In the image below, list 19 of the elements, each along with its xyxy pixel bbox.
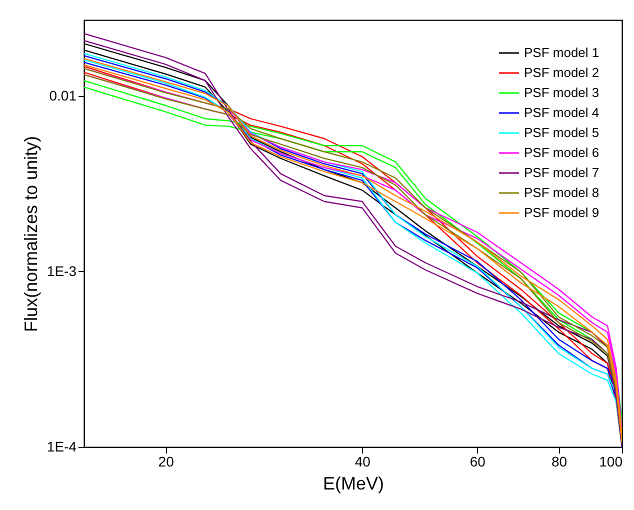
legend-label: PSF model 4 bbox=[524, 105, 600, 120]
legend-label: PSF model 5 bbox=[524, 125, 600, 140]
x-tick-label: 80 bbox=[551, 454, 568, 470]
legend-label: PSF model 7 bbox=[524, 165, 600, 180]
y-tick-label: 0.01 bbox=[49, 87, 77, 104]
x-tick-label: 20 bbox=[158, 454, 174, 470]
y-tick-label: 1E-4 bbox=[46, 438, 77, 454]
legend-label: PSF model 6 bbox=[524, 145, 600, 160]
legend-label: PSF model 3 bbox=[524, 85, 600, 100]
legend-label: PSF model 9 bbox=[524, 205, 600, 220]
x-axis-title: E(MeV) bbox=[322, 474, 384, 494]
x-tick-label: 40 bbox=[354, 454, 371, 470]
legend-label: PSF model 1 bbox=[524, 45, 600, 60]
y-tick-label: 1E-3 bbox=[46, 262, 77, 279]
x-tick-label: 60 bbox=[470, 454, 486, 470]
legend-label: PSF model 2 bbox=[524, 65, 600, 80]
y-axis-title: Flux(normalizes to unity) bbox=[20, 136, 41, 332]
legend-label: PSF model 8 bbox=[524, 185, 600, 200]
x-tick-label: 100 bbox=[599, 454, 623, 470]
